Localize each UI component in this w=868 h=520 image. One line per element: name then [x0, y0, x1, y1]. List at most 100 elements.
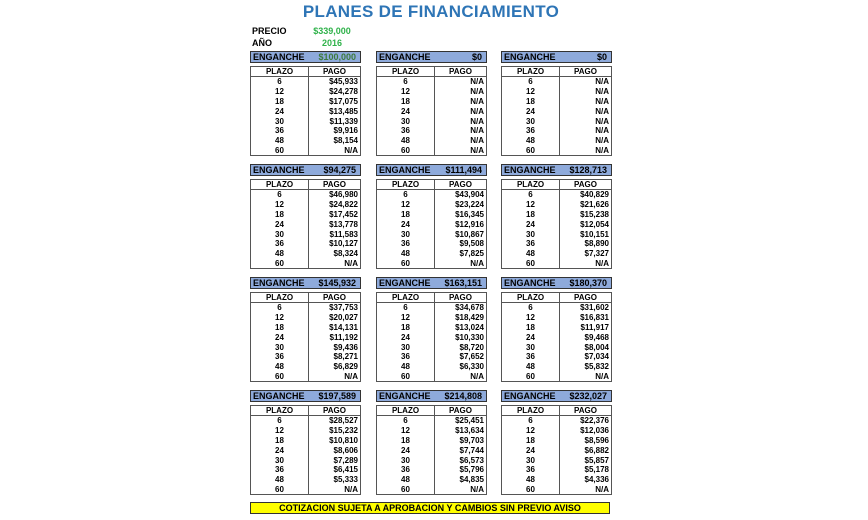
table-row: 48 N/A: [501, 135, 612, 146]
plazo-cell: 30: [250, 455, 309, 465]
plazo-cell: 60: [250, 258, 309, 269]
table-row: 24 $7,744: [376, 445, 487, 456]
pago-cell: $12,054: [580, 219, 609, 229]
enganche-header: ENGANCHE $111,494: [376, 164, 487, 176]
table-header-row: PLAZO PAGO: [501, 405, 612, 416]
table-row: 36 $8,271: [250, 351, 361, 362]
table-row: 36 $10,127: [250, 238, 361, 249]
table-row: 18 $17,452: [250, 209, 361, 220]
plazo-cell: 30: [250, 342, 309, 352]
pago-cell: $8,324: [333, 249, 358, 259]
table-row: 60 N/A: [501, 371, 612, 382]
plan-table: ENGANCHE $111,494 PLAZO PAGO 6 $43,904 12 $23,2…: [376, 164, 487, 270]
pago-cell: N/A: [595, 371, 609, 381]
precio-value: $339,000: [313, 26, 351, 36]
pago-cell: N/A: [344, 258, 358, 268]
pago-cell: $5,178: [584, 465, 609, 475]
enganche-value: $180,370: [569, 278, 607, 288]
plazo-cell: 36: [376, 238, 435, 249]
table-row: 36 $5,796: [376, 464, 487, 475]
enganche-header: ENGANCHE $94,275: [250, 164, 361, 176]
pago-cell: $13,634: [455, 426, 484, 436]
plazo-cell: 18: [376, 96, 435, 107]
table-row: 48 $8,154: [250, 135, 361, 146]
pago-cell: $21,626: [580, 200, 609, 210]
plan-table: ENGANCHE $214,808 PLAZO PAGO 6 $25,451 12 $13,6…: [376, 390, 487, 496]
plazo-cell: 30: [501, 342, 560, 352]
table-row: 18 $17,075: [250, 96, 361, 107]
pago-cell: $22,376: [580, 416, 609, 426]
pago-cell: $11,917: [580, 322, 609, 332]
enganche-header: ENGANCHE $0: [376, 51, 487, 63]
pago-header: PAGO: [434, 179, 487, 190]
table-row: 12 $16,831: [501, 312, 612, 323]
plazo-cell: 6: [501, 415, 560, 426]
plazo-cell: 36: [501, 125, 560, 136]
payments-table: PLAZO PAGO 6 $25,451 12 $13,634 18 $9,703 24 $7,7…: [376, 405, 487, 496]
pago-cell: $4,336: [584, 475, 609, 485]
pago-cell: N/A: [344, 145, 358, 155]
enganche-header: ENGANCHE $128,713: [501, 164, 612, 176]
pago-header: PAGO: [434, 292, 487, 303]
table-row: 18 $14,131: [250, 322, 361, 333]
table-row: 60 N/A: [376, 484, 487, 495]
table-row: 30 $8,004: [501, 342, 612, 352]
pago-header: PAGO: [308, 179, 361, 190]
enganche-value: $0: [596, 52, 607, 62]
pago-cell: $16,345: [455, 209, 484, 219]
plazo-cell: 18: [501, 96, 560, 107]
table-row: 24 $10,330: [376, 332, 487, 343]
pago-cell: N/A: [595, 96, 609, 106]
table-row: 18 N/A: [501, 96, 612, 107]
pago-cell: $13,778: [329, 219, 358, 229]
plazo-cell: 30: [376, 116, 435, 126]
enganche-header: ENGANCHE $232,027: [501, 390, 612, 402]
plazo-cell: 60: [376, 145, 435, 156]
plazo-cell: 60: [376, 484, 435, 495]
plazo-cell: 60: [501, 258, 560, 269]
plazo-cell: 36: [250, 125, 309, 136]
plazo-header: PLAZO: [250, 179, 309, 190]
pago-cell: $8,154: [333, 136, 358, 146]
table-row: 24 N/A: [376, 106, 487, 117]
enganche-label: ENGANCHE: [253, 165, 305, 175]
table-row: 60 N/A: [501, 258, 612, 269]
table-row: 12 $18,429: [376, 312, 487, 323]
table-row: 24 $9,468: [501, 332, 612, 343]
plazo-cell: 48: [250, 361, 309, 372]
pago-cell: N/A: [595, 136, 609, 146]
payments-table: PLAZO PAGO 6 $45,933 12 $24,278 18 $17,075 24 $13…: [250, 66, 361, 157]
pago-cell: $18,429: [455, 313, 484, 323]
pago-cell: $10,151: [580, 229, 609, 239]
pago-cell: N/A: [470, 136, 484, 146]
plazo-cell: 24: [501, 445, 560, 456]
plazo-cell: 18: [376, 209, 435, 220]
table-row: 24 $12,054: [501, 219, 612, 230]
plazo-cell: 60: [501, 145, 560, 156]
table-row: 6 $34,678: [376, 302, 487, 313]
table-row: 48 $4,835: [376, 474, 487, 485]
table-row: 36 $6,415: [250, 464, 361, 475]
table-row: 12 $12,036: [501, 425, 612, 436]
plazo-cell: 6: [376, 415, 435, 426]
enganche-value: $214,808: [444, 391, 482, 401]
plazo-cell: 24: [376, 445, 435, 456]
table-row: 6 $40,829: [501, 189, 612, 200]
enganche-header: ENGANCHE $214,808: [376, 390, 487, 402]
plazo-cell: 18: [250, 435, 309, 446]
table-row: 60 N/A: [376, 145, 487, 156]
table-row: 18 $9,703: [376, 435, 487, 446]
pago-header: PAGO: [434, 405, 487, 416]
pago-cell: N/A: [470, 96, 484, 106]
enganche-header: ENGANCHE $180,370: [501, 277, 612, 289]
plazo-cell: 30: [501, 455, 560, 465]
table-row: 48 N/A: [376, 135, 487, 146]
pago-cell: $45,933: [329, 77, 358, 87]
pago-cell: $40,829: [580, 190, 609, 200]
enganche-value: $163,151: [444, 278, 482, 288]
plazo-cell: 18: [501, 435, 560, 446]
pago-cell: $12,916: [455, 219, 484, 229]
plazo-cell: 36: [501, 238, 560, 249]
table-row: 30 $5,857: [501, 455, 612, 465]
enganche-header: ENGANCHE $163,151: [376, 277, 487, 289]
